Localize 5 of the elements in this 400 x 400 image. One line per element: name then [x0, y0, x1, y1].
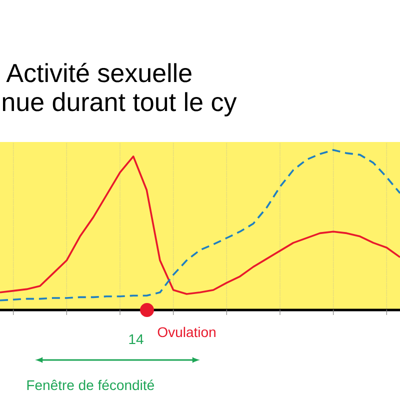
chart-subtitle: nue durant tout le cy	[2, 92, 237, 116]
text: Ovulation	[158, 326, 216, 338]
text: 14	[129, 334, 144, 344]
chart-title: Activité sexuelle	[6, 62, 192, 82]
text: Fenêtre de fécondité	[27, 380, 154, 390]
